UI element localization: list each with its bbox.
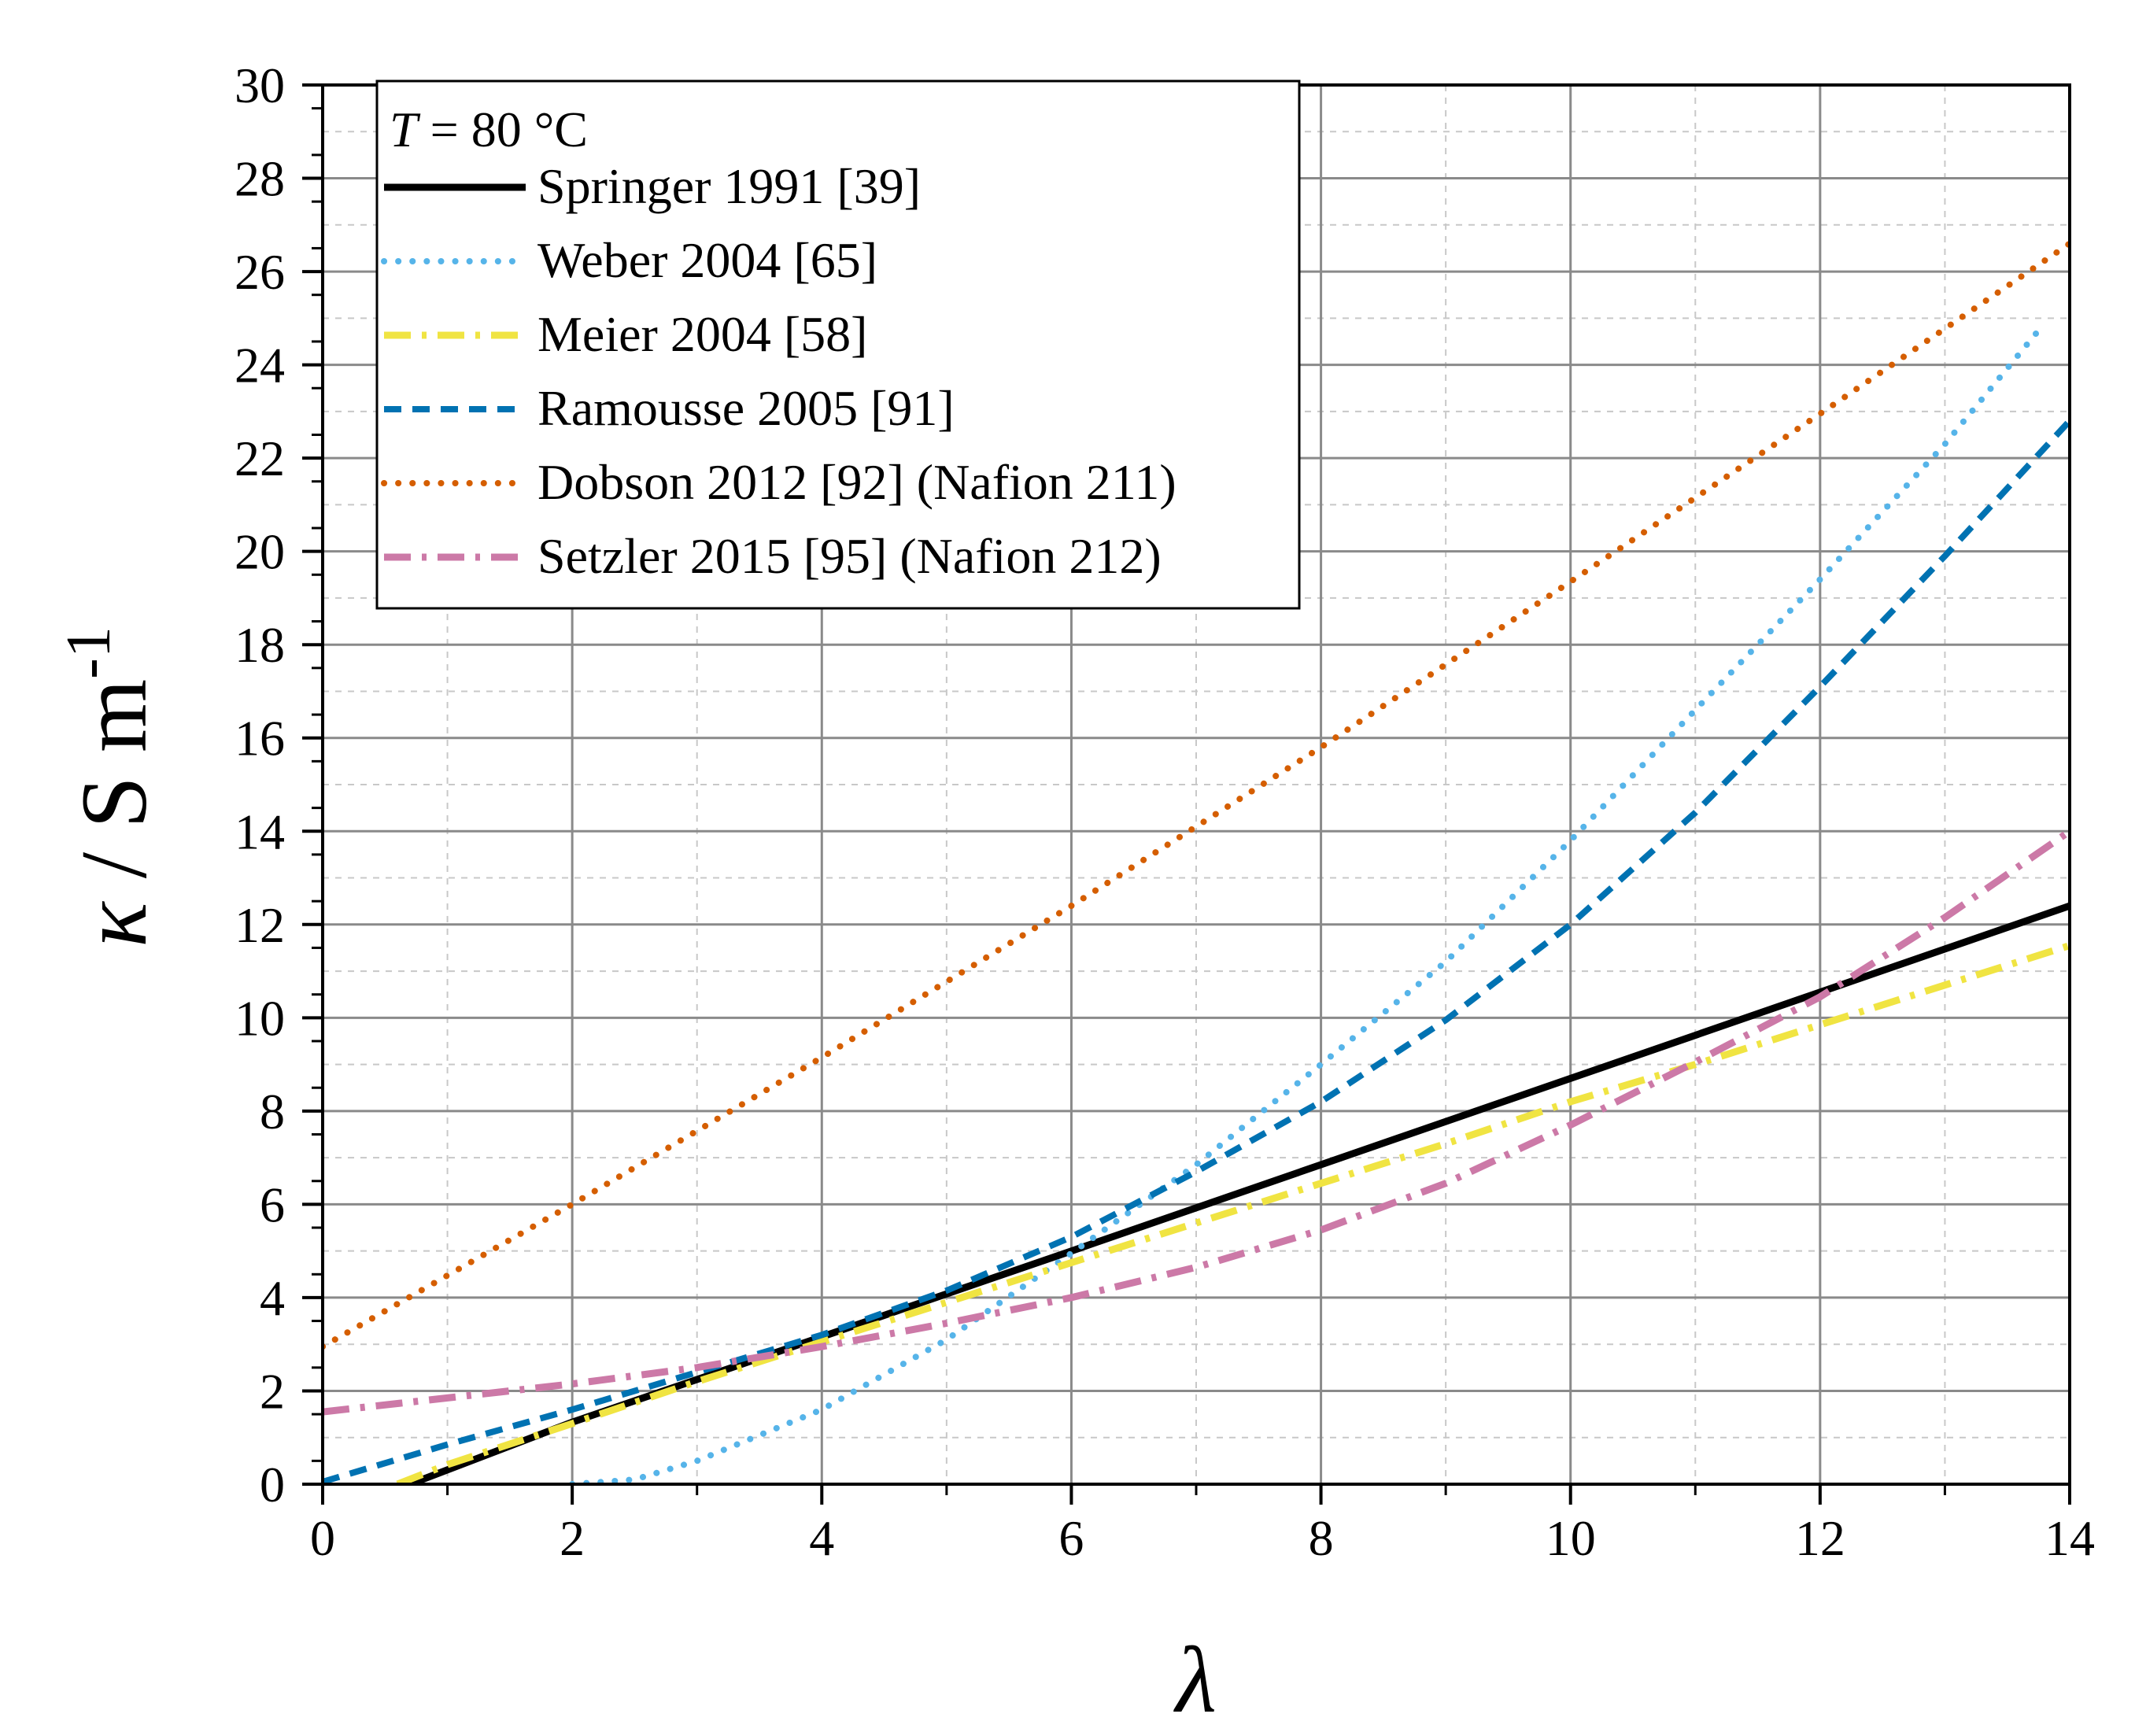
y-tick-label: 20 [235,524,285,580]
legend-box [375,79,1301,610]
x-tick-label: 6 [1058,1510,1084,1566]
y-tick-label: 18 [235,617,285,673]
y-axis-label-unit: / S m [61,679,166,902]
legend-header-value: = 80 °C [418,102,588,157]
y-tick-label: 12 [235,897,285,953]
y-axis-label-exponent: -1 [54,626,124,679]
y-tick-label: 10 [235,990,285,1046]
legend-label-3: Meier 2004 [58] [537,306,867,362]
x-tick-label: 10 [1546,1510,1596,1566]
legend-header-variable: T [390,102,421,157]
series-layer [323,240,2070,1484]
y-axis-label: κ / S m-1 [54,626,166,947]
x-tick-label: 8 [1309,1510,1334,1566]
y-tick-label: 30 [235,57,285,113]
y-tick-label: 8 [260,1084,285,1139]
x-tick-label: 0 [310,1510,335,1566]
x-tick-label: 14 [2045,1510,2095,1566]
legend-label-2: Weber 2004 [65] [537,232,877,288]
y-tick-label: 16 [235,711,285,766]
x-tick-labels: 0 2 4 6 8 10 12 14 [310,1510,2095,1566]
y-tick-label: 26 [235,244,285,300]
y-tick-label: 2 [260,1363,285,1419]
y-tick-label: 4 [260,1270,285,1326]
axis-ticks [302,83,2071,1505]
x-tick-label: 4 [809,1510,834,1566]
y-tick-label: 28 [235,151,285,207]
x-tick-label: 2 [560,1510,585,1566]
series-line-2 [569,319,2048,1484]
legend-label-6: Setzler 2015 [95] (Nafion 212) [537,528,1162,584]
y-tick-label: 0 [260,1457,285,1513]
legend: T = 80 °C Springer 1991 [39] Weber 2004 [… [375,79,1301,610]
legend-label-4: Ramousse 2005 [91] [537,380,955,436]
legend-label-1: Springer 1991 [39] [537,158,921,214]
series-line-6 [323,828,2070,1416]
y-tick-label: 22 [235,430,285,486]
y-tick-label: 14 [235,803,285,859]
legend-entries: Springer 1991 [39] Weber 2004 [65] Meier 2… [381,158,1176,584]
legend-header: T = 80 °C [390,102,588,157]
x-tick-label: 12 [1795,1510,1845,1566]
series-line-3 [396,942,2070,1484]
legend-label-5: Dobson 2012 [92] (Nafion 211) [537,454,1176,510]
y-tick-label: 24 [235,338,285,393]
x-axis-label: λ [1173,1627,1217,1732]
y-axis-label-symbol: κ [61,901,166,947]
y-tick-label: 6 [260,1176,285,1232]
